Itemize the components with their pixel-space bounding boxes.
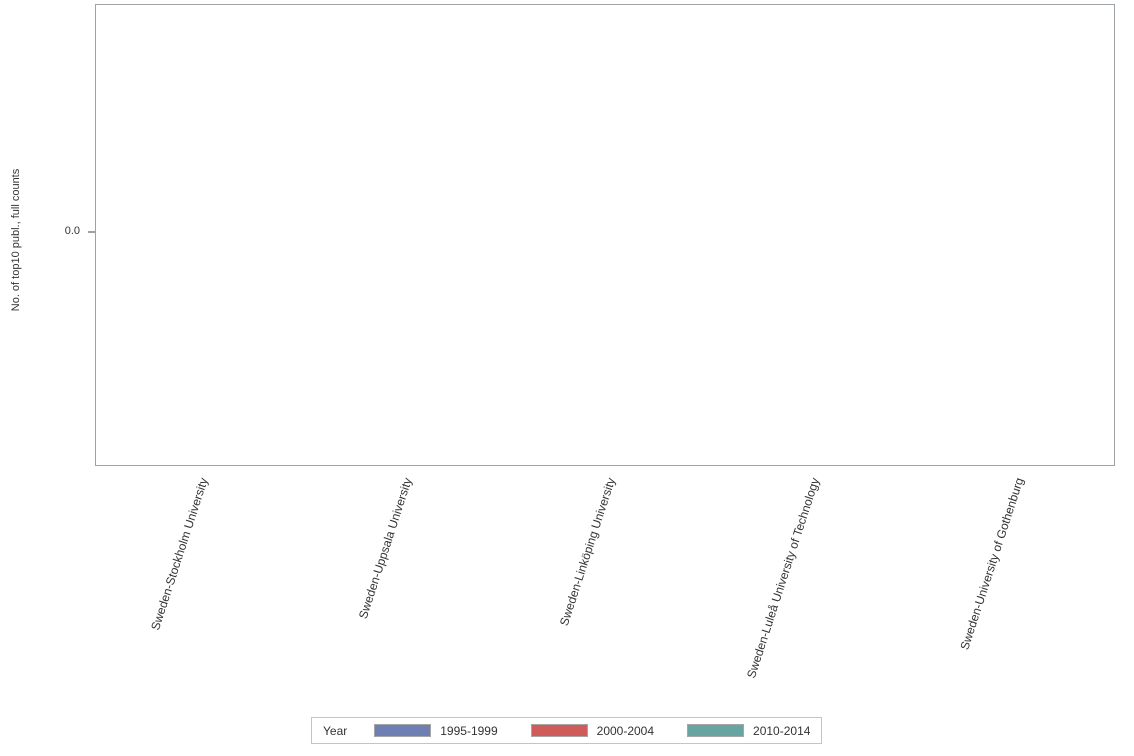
- legend: Year 1995-1999 2000-2004 2010-2014: [311, 717, 822, 744]
- x-axis-label: Sweden-Uppsala University: [355, 476, 415, 621]
- x-axis-label: Sweden-University of Gothenburg: [957, 476, 1027, 652]
- legend-label: 1995-1999: [440, 723, 498, 738]
- legend-title: Year: [323, 723, 348, 738]
- legend-entry: 1995-1999: [374, 723, 498, 738]
- legend-swatch-2010-2014: [687, 724, 745, 737]
- legend-swatch-2000-2004: [530, 724, 588, 737]
- legend-swatch-1995-1999: [374, 724, 432, 737]
- legend-label: 2010-2014: [753, 723, 811, 738]
- plot-area: [95, 4, 1115, 466]
- y-axis-title: No. of top10 publ., full counts: [10, 168, 22, 312]
- x-axis-label: Sweden-Luleå University of Technology: [744, 476, 823, 680]
- x-axis-label: Sweden-Linköping University: [557, 476, 619, 628]
- legend-entry: 2000-2004: [530, 723, 655, 738]
- y-axis-tick-mark: [88, 231, 95, 233]
- legend-entry: 2010-2014: [687, 724, 810, 738]
- x-axis-label: Sweden-Stockholm University: [147, 476, 211, 632]
- y-axis-tick-label: 0.0: [64, 225, 80, 237]
- legend-label: 2000-2004: [596, 723, 655, 738]
